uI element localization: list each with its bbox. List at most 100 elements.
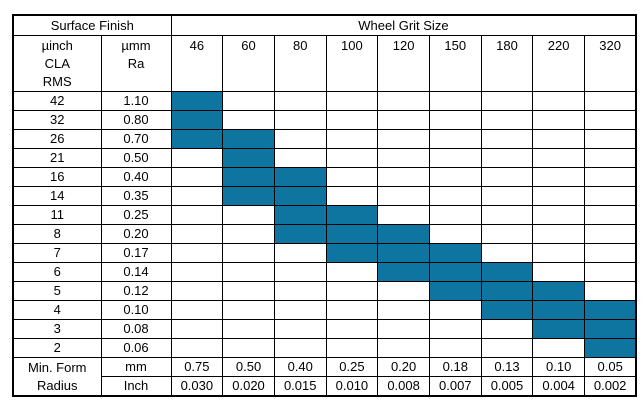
- empty-cell: [170, 262, 224, 282]
- empty-cell: [532, 110, 585, 130]
- empty-cell: [273, 91, 327, 111]
- empty-cell: [584, 186, 637, 206]
- radius-line: Radius: [37, 377, 78, 393]
- mm-value: 0.50: [222, 357, 275, 377]
- inch-value: 0.007: [428, 376, 482, 397]
- umm-value: 0.06: [100, 338, 172, 358]
- empty-cell: [532, 338, 585, 358]
- grit-surface-finish-table: Surface Finish Wheel Grit Size µinch CLA…: [12, 14, 638, 397]
- empty-cell: [532, 262, 585, 282]
- umm-value: 0.14: [100, 262, 172, 282]
- empty-cell: [222, 300, 275, 320]
- empty-cell: [532, 224, 585, 244]
- highlight-cell: [377, 262, 430, 282]
- uinch-value: 42: [12, 91, 102, 111]
- empty-cell: [428, 167, 482, 187]
- empty-cell: [428, 148, 482, 168]
- empty-cell: [480, 224, 534, 244]
- empty-cell: [480, 186, 534, 206]
- highlight-cell: [428, 243, 482, 263]
- min-form-line: Min. Form: [28, 359, 87, 375]
- umm-value: 1.10: [100, 91, 172, 111]
- uinch-value: 8: [12, 224, 102, 244]
- empty-cell: [170, 186, 224, 206]
- empty-cell: [584, 262, 637, 282]
- highlight-cell: [377, 243, 430, 263]
- empty-cell: [428, 338, 482, 358]
- highlight-cell: [584, 338, 637, 358]
- uinch-value: 16: [12, 167, 102, 187]
- empty-cell: [170, 300, 224, 320]
- wheel-grit-size-header: Wheel Grit Size: [170, 14, 637, 36]
- empty-cell: [428, 319, 482, 339]
- empty-cell: [325, 319, 379, 339]
- highlight-cell: [273, 167, 327, 187]
- highlight-cell: [222, 167, 275, 187]
- table-row: 7 0.17: [12, 243, 637, 263]
- empty-cell: [532, 129, 585, 149]
- empty-cell: [222, 91, 275, 111]
- empty-cell: [428, 129, 482, 149]
- empty-cell: [480, 205, 534, 225]
- mm-value: 0.10: [532, 357, 585, 377]
- umm-value: 0.25: [100, 205, 172, 225]
- empty-cell: [222, 224, 275, 244]
- uinch-unit-lines: µinch CLA RMS: [14, 37, 100, 91]
- empty-cell: [325, 186, 379, 206]
- highlight-cell: [325, 243, 379, 263]
- highlight-cell: [584, 319, 637, 339]
- highlight-cell: [532, 281, 585, 301]
- empty-cell: [170, 338, 224, 358]
- uinch-value: 7: [12, 243, 102, 263]
- empty-cell: [222, 243, 275, 263]
- grit-size-header-320: 320: [584, 35, 637, 92]
- umm-value: 0.17: [100, 243, 172, 263]
- empty-cell: [377, 148, 430, 168]
- empty-cell: [428, 186, 482, 206]
- mm-value: 0.75: [170, 357, 224, 377]
- umm-value: 0.40: [100, 167, 172, 187]
- min-form-radius-mm-row: Min. Form Radius mm 0.75 0.50 0.40 0.25 0.20…: [12, 357, 637, 397]
- mm-value: 0.40: [273, 357, 327, 377]
- empty-cell: [222, 110, 275, 130]
- inch-value: 0.008: [377, 376, 430, 397]
- empty-cell: [222, 262, 275, 282]
- highlight-cell: [273, 186, 327, 206]
- empty-cell: [170, 319, 224, 339]
- grit-size-header-60: 60: [222, 35, 275, 92]
- inch-value: 0.020: [222, 376, 275, 397]
- empty-cell: [532, 148, 585, 168]
- highlight-cell: [325, 224, 379, 244]
- highlight-cell: [584, 300, 637, 320]
- inch-value: 0.005: [480, 376, 534, 397]
- mm-value: 0.25: [325, 357, 379, 377]
- table-row: 6 0.14: [12, 262, 637, 282]
- empty-cell: [222, 205, 275, 225]
- empty-cell: [273, 338, 327, 358]
- empty-cell: [480, 110, 534, 130]
- mm-unit-label: mm: [100, 357, 172, 377]
- highlight-cell: [377, 224, 430, 244]
- table-row: 14 0.35: [12, 186, 637, 206]
- table-row: 21 0.50: [12, 148, 637, 168]
- empty-cell: [325, 110, 379, 130]
- highlight-cell: [222, 148, 275, 168]
- uinch-line: µinch: [41, 38, 73, 53]
- uinch-value: 6: [12, 262, 102, 282]
- empty-cell: [584, 243, 637, 263]
- empty-cell: [428, 300, 482, 320]
- title-row: Surface Finish Wheel Grit Size: [12, 14, 637, 36]
- surface-finish-header: Surface Finish: [12, 14, 172, 36]
- table-row: 4 0.10: [12, 300, 637, 320]
- empty-cell: [532, 243, 585, 263]
- umm-value: 0.10: [100, 300, 172, 320]
- empty-cell: [584, 205, 637, 225]
- empty-cell: [170, 148, 224, 168]
- table-row: 42 1.10: [12, 91, 637, 111]
- empty-cell: [480, 148, 534, 168]
- empty-cell: [325, 91, 379, 111]
- empty-cell: [222, 281, 275, 301]
- inch-value: 0.015: [273, 376, 327, 397]
- highlight-cell: [273, 224, 327, 244]
- mm-value: 0.05: [584, 357, 637, 377]
